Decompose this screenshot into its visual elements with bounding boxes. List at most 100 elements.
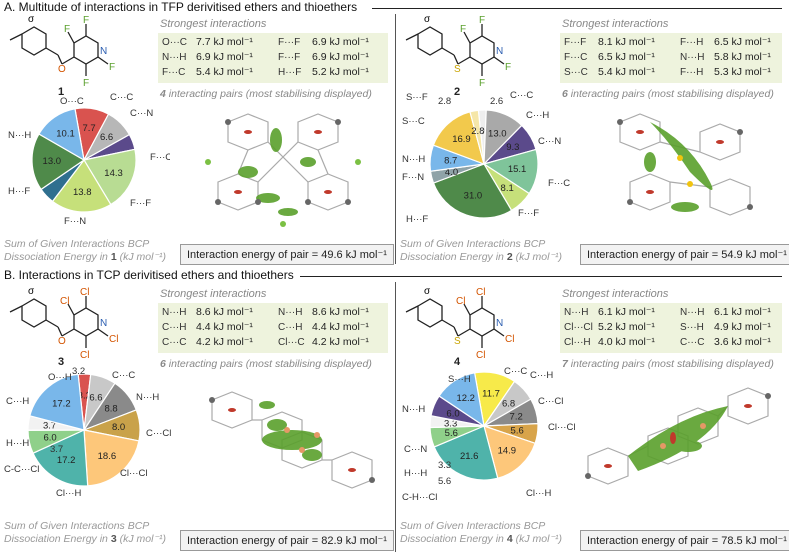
pie-external-label: S···C [402, 116, 425, 127]
mol4-Cl3: Cl [505, 334, 514, 345]
mol2-F2: F [479, 15, 485, 26]
vertical-divider-b [395, 282, 396, 552]
table-row: N···H 6.9 kJ mol⁻¹ F···F 6.9 kJ mol⁻¹ [162, 51, 369, 63]
table-row: O···C 7.7 kJ mol⁻¹ F···F 6.9 kJ mol⁻¹ [162, 36, 369, 48]
pie-chart-3: 3.26.68.88.018.617.26.03.717.2O···H3.2 C·… [4, 366, 171, 499]
pie-slice-label: 13.8 [73, 187, 92, 198]
pie-external-label: C···H [530, 370, 553, 381]
pie-slice-label: 13.0 [488, 128, 507, 139]
pie-slice [433, 425, 499, 481]
pie-slice-label: 17.2 [52, 399, 71, 410]
mol-number-4: 4 [454, 356, 461, 368]
table-row: F···F 8.1 kJ mol⁻¹ F···H 6.5 kJ mol⁻¹ [564, 36, 771, 48]
pie-external-label: F···N [64, 216, 86, 227]
pie-external-label: O···H [48, 372, 72, 383]
pie-external-label: C···N [130, 108, 153, 119]
pie-external-label: 5.6 [438, 476, 451, 487]
pie-external-label: H···H [404, 468, 427, 479]
nci-render-4 [585, 387, 771, 485]
pie-external-label: C···C [112, 370, 135, 381]
pie-external-label: 2.8 [438, 96, 451, 107]
section-b-rule [300, 276, 782, 277]
pie-slice-label: 11.7 [482, 388, 500, 399]
pie-slice-label: 4.0 [445, 167, 458, 178]
section-b-title: B. Interactions in TCP derivitised ether… [4, 268, 294, 282]
pie-slice-label: 8.0 [112, 422, 125, 433]
pie-external-label: F···C [150, 152, 170, 163]
pie-external-label: 3.7 [50, 444, 63, 455]
pie-slice-label: 6.6 [100, 132, 113, 143]
pie-external-label: H···F [406, 214, 428, 225]
pie-slice-label: 15.1 [508, 164, 527, 175]
mol1-F3: F [109, 62, 115, 73]
pie-external-label: 2.6 [490, 96, 503, 107]
count-line-4: 7 interacting pairs (most stabilising di… [562, 358, 774, 370]
pie-slice-label: 3.7 [43, 421, 56, 432]
pie-slice-label: 9.3 [506, 142, 519, 153]
section-a-rule [372, 8, 782, 9]
pie-external-label: N···H [136, 392, 159, 403]
pie-external-label: S···H [448, 374, 471, 385]
pie-slice [483, 425, 536, 479]
pie-slice-label: 13.0 [43, 156, 62, 167]
pie-slice [29, 373, 85, 431]
table-row: C···H 4.4 kJ mol⁻¹ C···H 4.4 kJ mol⁻¹ [162, 321, 369, 333]
table-row: F···C 6.5 kJ mol⁻¹ N···H 5.8 kJ mol⁻¹ [564, 51, 771, 63]
molecule-1-structure: σ O F F N F F [9, 14, 115, 89]
mol4-linker: S [454, 336, 461, 347]
pie-external-label: C-H···Cl [402, 492, 437, 503]
section-a-title: A. Multitude of interactions in TFP deri… [4, 0, 358, 14]
mol-number-1: 1 [58, 86, 65, 98]
energy-box-4: Interaction energy of pair = 78.5 kJ mol… [580, 530, 789, 551]
count-line-1: 4 interacting pairs (most stabilising di… [160, 88, 372, 100]
mol1-F2: F [83, 15, 89, 26]
pie-slice [432, 111, 485, 165]
pie-external-label: H···F [8, 186, 30, 197]
pie-external-label: C···Cl [146, 428, 171, 439]
pie-slice [83, 148, 137, 206]
pie-external-label: Cl···H [526, 488, 551, 499]
mol-number-3: 3 [58, 356, 65, 368]
table-row: C···C 4.2 kJ mol⁻¹ Cl···C 4.2 kJ mol⁻¹ [162, 336, 369, 348]
caption-2: Sum of Given Interactions BCP Dissociati… [400, 238, 562, 263]
mol1-N: N [100, 46, 107, 57]
pie-slice-label: 2.6 [476, 126, 489, 137]
table-row: Cl···H 4.0 kJ mol⁻¹ C···C 3.6 kJ mol⁻¹ [564, 336, 771, 348]
pie-external-label: C···H [6, 396, 29, 407]
mol3-Cl1: Cl [60, 296, 69, 307]
mol3-Cl2: Cl [80, 287, 89, 298]
mol4-Cl4: Cl [476, 350, 485, 361]
pie-slice-label: 7.7 [82, 123, 95, 134]
mol3-Cl4: Cl [80, 350, 89, 361]
pie-external-label: N···H [402, 154, 425, 165]
pie-slice-label: 6.0 [43, 432, 56, 443]
strongest-table-3: N···H 8.6 kJ mol⁻¹ N···H 8.6 kJ mol⁻¹ C···H… [158, 303, 388, 353]
mol1-F1: F [64, 24, 70, 35]
pie-chart-4: 11.76.87.25.614.921.65.63.36.012.2S···HC… [402, 366, 575, 503]
mol4-sigma: σ [424, 286, 431, 297]
table-row: Cl···Cl 5.2 kJ mol⁻¹ S···H 4.9 kJ mol⁻¹ [564, 321, 771, 333]
count-line-3: 6 interacting pairs (most stabilising di… [160, 358, 372, 370]
pie-slice-label: 3.2 [78, 390, 91, 401]
mol2-N: N [496, 46, 503, 57]
pie-external-label: 3.2 [72, 366, 85, 377]
pie-external-label: H···H [6, 438, 29, 449]
strongest-table-4: N···H 6.1 kJ mol⁻¹ N···H 6.1 kJ mol⁻¹ Cl···… [560, 303, 782, 353]
pie-slice [438, 372, 485, 428]
pie-external-label: Cl···H [56, 488, 81, 499]
molecule-2-structure: σ S F F N F F [405, 14, 511, 89]
mol4-N: N [496, 318, 503, 329]
pie-slice-label: 14.3 [104, 168, 123, 179]
table-row: N···H 8.6 kJ mol⁻¹ N···H 8.6 kJ mol⁻¹ [162, 306, 369, 318]
pie-slice-label: 10.1 [56, 129, 75, 140]
pie-slice-label: 16.9 [452, 134, 471, 145]
pie-slice-label: 18.6 [98, 451, 117, 462]
pie-chart-1: 7.7 6.6 14.3 13.8 13.0 10.1 O···C C···C C···N N··… [8, 92, 170, 227]
table-row: F···C 5.4 kJ mol⁻¹ H···F 5.2 kJ mol⁻¹ [162, 66, 369, 78]
strongest-title-3: Strongest interactions [160, 288, 267, 300]
pie-slice [432, 163, 513, 219]
pie-slice [51, 158, 112, 213]
pie-slice-label: 2.8 [471, 126, 484, 137]
pie-slice-label: 6.8 [502, 398, 515, 409]
pie-slice-label: 7.2 [510, 412, 523, 423]
